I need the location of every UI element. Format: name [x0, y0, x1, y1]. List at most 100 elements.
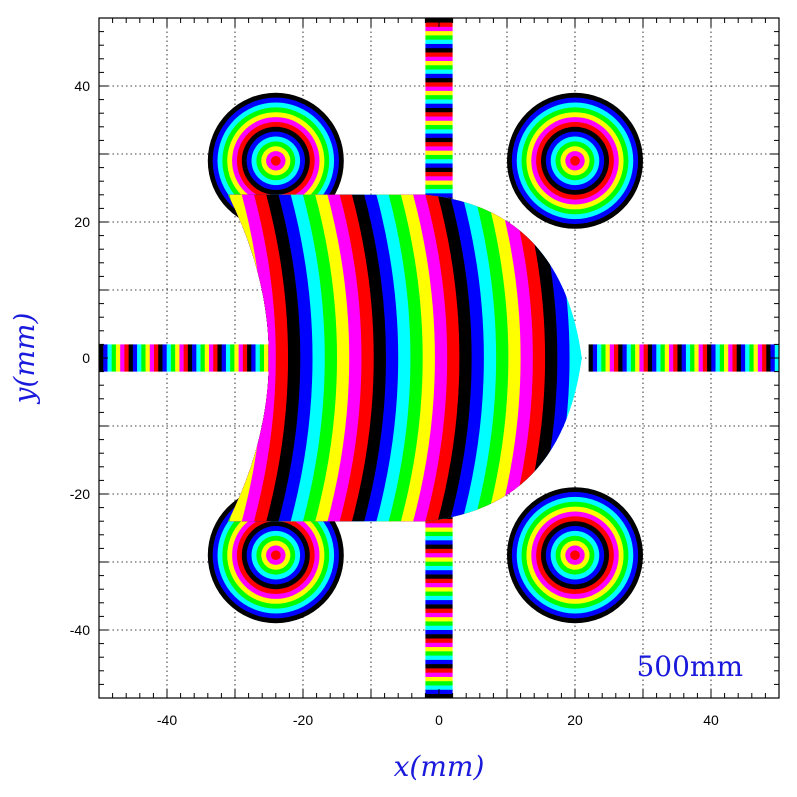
y-tick-label: 20 — [74, 214, 90, 230]
strip-band — [652, 344, 657, 372]
strip-band — [425, 86, 453, 91]
strip-band — [425, 43, 453, 49]
distance-annotation: 500mm — [636, 650, 743, 683]
strip-band — [217, 344, 223, 372]
strip-band — [247, 344, 252, 372]
strip-band — [613, 344, 619, 372]
strip-band — [425, 35, 453, 40]
x-tick-label: 0 — [435, 712, 443, 728]
strip-band — [166, 344, 172, 372]
strip-band — [711, 344, 716, 372]
strip-band — [425, 99, 453, 104]
bottom-right-ring — [507, 487, 643, 624]
strip-band — [425, 146, 453, 151]
strip-band — [723, 344, 729, 372]
strip-band — [128, 344, 134, 372]
strip-band — [660, 344, 666, 372]
strip-band — [425, 175, 453, 181]
top-right-ring — [507, 92, 643, 229]
strip-band — [425, 531, 453, 537]
strip-band — [425, 642, 453, 648]
strip-band — [425, 137, 453, 143]
ring-band — [570, 155, 580, 166]
strip-band — [170, 344, 176, 372]
strip-band — [698, 344, 704, 372]
strip-band — [425, 655, 453, 660]
strip-band — [425, 557, 453, 562]
strip-band — [425, 544, 453, 549]
strip-band — [732, 344, 737, 372]
strip-band — [204, 344, 210, 372]
strip-band — [425, 193, 453, 198]
strip-band — [132, 344, 138, 372]
strip-band — [425, 535, 453, 541]
strip-band — [609, 344, 615, 372]
strip-band — [230, 344, 235, 372]
strip-band — [425, 586, 453, 592]
strip-band — [425, 103, 453, 108]
strip-band — [690, 344, 695, 372]
tick-marks — [98, 17, 780, 699]
strip-band — [179, 344, 184, 372]
strip-band — [196, 344, 201, 372]
strip-band — [673, 344, 678, 372]
strip-band — [425, 184, 453, 190]
strip-band — [740, 344, 746, 372]
strip-band — [425, 522, 453, 528]
top-strip — [425, 18, 453, 202]
strip-band — [668, 344, 674, 372]
strip-band — [264, 344, 269, 372]
strip-band — [425, 116, 453, 121]
strip-band — [425, 39, 453, 44]
strip-band — [192, 344, 197, 372]
strip-band — [425, 167, 453, 173]
strip-band — [694, 344, 699, 372]
strip-band — [745, 344, 750, 372]
strip-band — [715, 344, 721, 372]
strip-band — [425, 616, 453, 622]
strip-band — [162, 344, 167, 372]
strip-band — [425, 154, 453, 160]
y-axis-title: y(mm) — [8, 313, 41, 406]
strip-band — [425, 527, 453, 532]
strip-band — [425, 171, 453, 177]
strip-band — [425, 561, 453, 566]
strip-band — [656, 344, 661, 372]
y-tick-label: -20 — [70, 486, 90, 502]
strip-band — [255, 344, 261, 372]
y-tick-label: 40 — [74, 78, 90, 94]
strip-band — [425, 599, 453, 605]
ring-band — [570, 550, 580, 561]
strip-band — [425, 26, 453, 32]
strip-band — [145, 344, 151, 372]
strip-band — [753, 344, 759, 372]
strip-band — [124, 344, 129, 372]
strip-band — [630, 344, 636, 372]
strip-band — [425, 56, 453, 61]
strip-band — [158, 344, 163, 372]
strip-band — [425, 548, 453, 554]
strip-band — [425, 124, 453, 130]
strip-band — [766, 344, 771, 372]
strip-band — [425, 668, 453, 673]
strip-band — [425, 676, 453, 682]
strip-band — [425, 120, 453, 126]
strip-band — [221, 344, 227, 372]
strip-band — [425, 163, 453, 168]
strip-band — [425, 188, 453, 194]
strip-band — [425, 60, 453, 66]
strip-band — [425, 77, 453, 83]
strip-band — [425, 651, 453, 656]
strip-band — [425, 129, 453, 134]
strip-band — [425, 107, 453, 113]
strip-band — [175, 344, 180, 372]
strip-band — [664, 344, 670, 372]
strip-band — [425, 47, 453, 53]
strip-band — [707, 344, 712, 372]
strip-band — [425, 64, 453, 70]
strip-band — [225, 344, 231, 372]
strip-band — [425, 672, 453, 677]
ring-band — [270, 155, 281, 166]
strip-band — [425, 90, 453, 96]
strip-band — [601, 344, 606, 372]
